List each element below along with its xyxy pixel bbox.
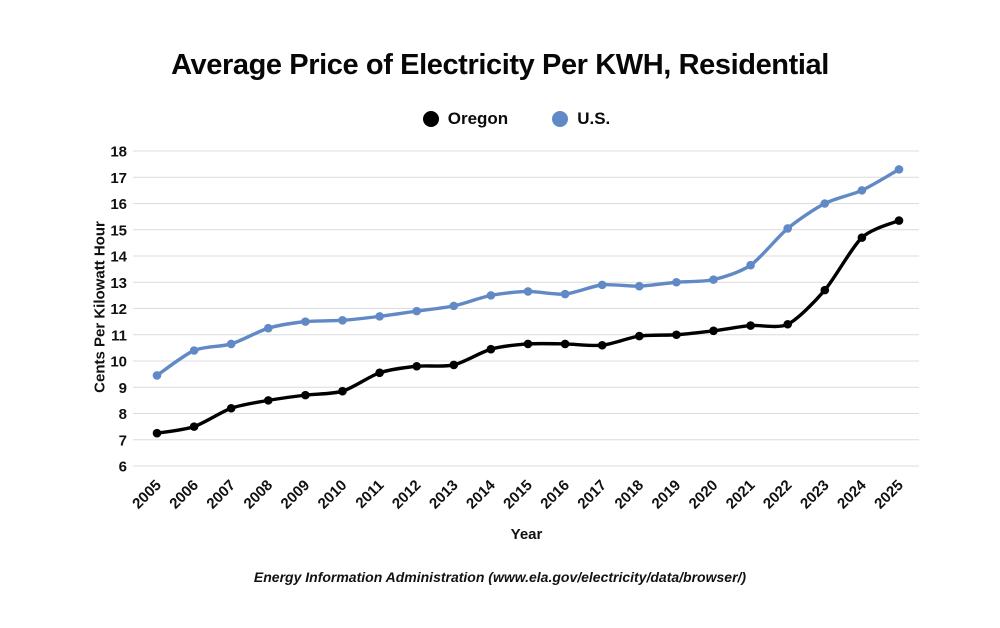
data-point-marker-oregon	[857, 233, 867, 242]
legend: Oregon U.S.	[33, 109, 1000, 129]
x-tick-label: 2019	[649, 477, 685, 513]
data-point-marker-us	[301, 317, 310, 326]
data-point-marker-us	[857, 186, 867, 195]
data-point-marker-us	[523, 287, 533, 296]
data-point-marker-us	[597, 280, 607, 290]
x-tick-label: 2007	[203, 477, 239, 513]
x-tick-label: 2016	[537, 477, 573, 513]
x-tick-label: 2020	[686, 477, 722, 513]
data-point-marker-oregon	[635, 331, 644, 341]
data-point-marker-us	[226, 339, 236, 349]
data-point-marker-us	[560, 289, 570, 299]
data-point-marker-oregon	[820, 285, 830, 295]
data-point-marker-us	[783, 224, 792, 233]
data-point-marker-us	[709, 275, 718, 284]
us-series-dot-icon	[552, 111, 569, 127]
data-point-marker-oregon	[894, 216, 904, 225]
data-point-marker-us	[412, 306, 422, 316]
y-tick-label: 14	[110, 249, 127, 266]
y-tick-label: 10	[110, 354, 127, 371]
y-tick-label: 8	[119, 406, 127, 423]
y-tick-label: 7	[119, 432, 127, 449]
data-point-marker-us	[746, 260, 755, 270]
data-point-marker-us	[635, 281, 644, 291]
x-tick-label: 2013	[426, 477, 462, 513]
data-point-marker-us	[264, 323, 273, 333]
chart-title: Average Price of Electricity Per KWH, Re…	[171, 49, 829, 81]
source-note: Energy Information Administration (www.e…	[253, 569, 747, 585]
data-point-marker-oregon	[672, 330, 681, 340]
x-tick-label: 2010	[315, 477, 351, 513]
data-point-marker-oregon	[486, 344, 496, 354]
oregon-series-dot-icon	[422, 111, 439, 127]
data-point-marker-us	[189, 346, 199, 355]
y-tick-label: 15	[110, 222, 127, 239]
x-tick-label: 2008	[241, 477, 277, 513]
data-point-marker-oregon	[375, 368, 384, 378]
x-tick-label: 2011	[352, 477, 387, 512]
data-point-marker-oregon	[189, 422, 199, 431]
x-tick-label: 2009	[278, 477, 314, 513]
legend-label-oregon: Oregon	[447, 109, 509, 128]
data-point-marker-us	[820, 199, 830, 208]
x-tick-label: 2005	[129, 477, 165, 513]
data-point-marker-us	[375, 312, 384, 321]
data-point-marker-oregon	[338, 386, 347, 396]
x-tick-label: 2015	[500, 477, 536, 513]
data-point-marker-oregon	[523, 339, 533, 349]
data-point-marker-oregon	[560, 339, 570, 349]
x-tick-label: 2012	[389, 477, 425, 513]
y-tick-label: 9	[119, 380, 127, 397]
data-point-marker-us	[152, 371, 162, 380]
data-point-marker-oregon	[412, 361, 422, 371]
x-tick-label: 2021	[723, 477, 759, 513]
legend-item-oregon: Oregon	[422, 109, 509, 129]
y-tick-label: 13	[110, 275, 127, 292]
data-point-marker-us	[672, 277, 681, 287]
data-point-marker-us	[449, 301, 459, 311]
data-point-marker-oregon	[746, 321, 755, 330]
data-point-marker-oregon	[709, 326, 718, 336]
x-tick-label: 2014	[463, 476, 499, 512]
x-tick-label: 2006	[166, 477, 202, 513]
y-tick-label: 18	[110, 144, 127, 161]
y-tick-label: 6	[119, 459, 127, 476]
x-tick-label: 2024	[834, 476, 870, 512]
x-tick-label: 2025	[871, 477, 907, 513]
x-axis-title: Year	[510, 526, 543, 543]
legend-item-us: U.S.	[552, 109, 610, 129]
legend-label-us: U.S.	[577, 109, 611, 128]
y-tick-label: 16	[110, 196, 127, 213]
x-tick-label: 2017	[574, 477, 610, 513]
x-tick-label: 2023	[797, 477, 833, 513]
data-point-marker-us	[894, 165, 904, 174]
y-tick-label: 11	[111, 327, 127, 344]
data-point-marker-oregon	[152, 428, 162, 438]
y-axis-title: Cents Per Kilowatt Hour	[91, 221, 109, 393]
data-point-marker-oregon	[783, 319, 792, 329]
data-point-marker-us	[338, 316, 347, 325]
data-point-marker-oregon	[226, 403, 236, 413]
x-tick-label: 2018	[612, 477, 648, 513]
data-point-marker-us	[486, 291, 496, 300]
data-point-marker-oregon	[301, 390, 310, 400]
y-tick-label: 12	[110, 301, 127, 318]
data-point-marker-oregon	[597, 340, 607, 350]
y-tick-label: 17	[110, 170, 127, 187]
data-point-marker-oregon	[264, 396, 273, 405]
data-point-marker-oregon	[449, 360, 459, 370]
x-tick-label: 2022	[760, 477, 796, 513]
